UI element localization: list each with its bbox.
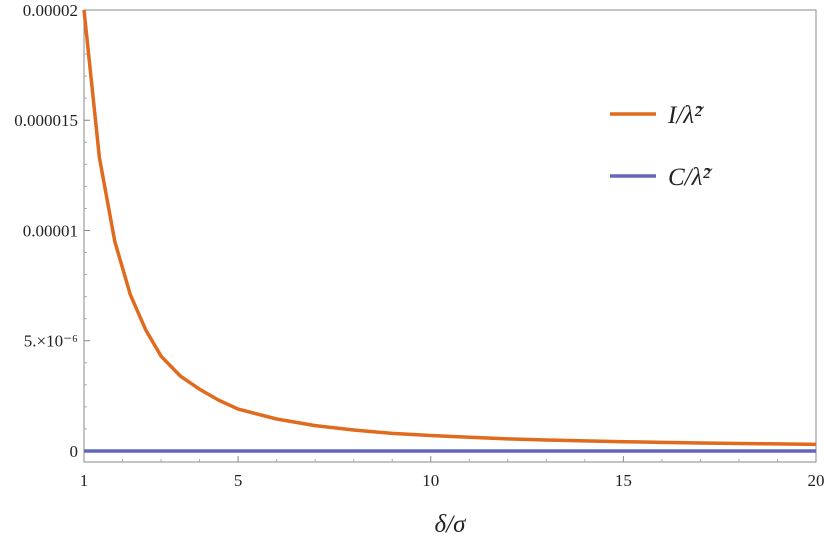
y-tick-label: 0.00001 [23, 221, 78, 240]
series-layer [82, 9, 817, 453]
y-tick-label: 0.000015 [14, 111, 78, 130]
y-tick-label: 0 [70, 442, 79, 461]
x-tick-label: 10 [422, 471, 439, 490]
legend: I/λ̃² C/λ̃² [610, 102, 712, 191]
x-tick-label: 20 [808, 471, 825, 490]
legend-label-i: I/λ̃² [667, 102, 704, 129]
legend-label-c: C/λ̃² [668, 164, 712, 191]
series-line-i [82, 9, 817, 447]
x-tick-label: 15 [615, 471, 632, 490]
x-tick-label: 5 [234, 471, 243, 490]
y-tick-label: 0.00002 [23, 1, 78, 20]
x-axis-label: δ/σ [435, 511, 468, 538]
y-tick-label: 5.×10⁻⁶ [24, 332, 78, 351]
x-tick-label: 1 [80, 471, 89, 490]
plot-frame [83, 9, 817, 463]
